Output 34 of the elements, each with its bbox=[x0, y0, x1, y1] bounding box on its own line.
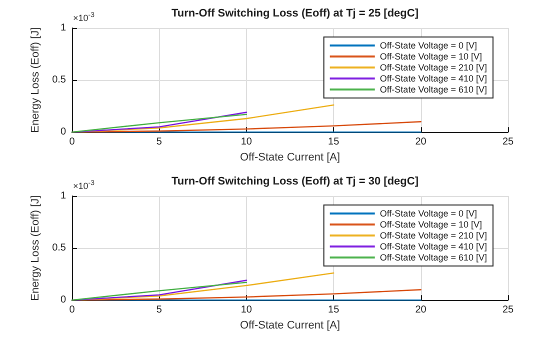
legend-label: Off-State Voltage = 210 [V] bbox=[380, 230, 487, 240]
legend-label: Off-State Voltage = 10 [V] bbox=[380, 220, 482, 230]
y-tick-label: 0.5 bbox=[52, 242, 66, 254]
legend-label: Off-State Voltage = 0 [V] bbox=[380, 208, 477, 218]
chart-title: Turn-Off Switching Loss (Eoff) at Tj = 25 [degC] bbox=[172, 8, 419, 20]
y-axis-title: Energy Loss (Eoff) [J] bbox=[30, 27, 42, 133]
legend-label: Off-State Voltage = 0 [V] bbox=[380, 40, 477, 50]
x-tick-label: 25 bbox=[502, 136, 514, 148]
x-tick-label: 0 bbox=[69, 304, 76, 316]
legend-label: Off-State Voltage = 410 [V] bbox=[380, 74, 487, 84]
x-tick-label: 25 bbox=[502, 304, 514, 316]
x-tick-label: 10 bbox=[240, 304, 252, 316]
legend-label: Off-State Voltage = 210 [V] bbox=[380, 62, 487, 72]
x-tick-label: 5 bbox=[156, 136, 162, 148]
x-axis-title: Off-State Current [A] bbox=[240, 320, 340, 332]
x-axis-title: Off-State Current [A] bbox=[240, 152, 340, 164]
y-tick-label: 1 bbox=[60, 190, 66, 202]
x-tick-label: 5 bbox=[156, 304, 162, 316]
x-tick-label: 15 bbox=[328, 136, 340, 148]
y-tick-label: 0 bbox=[60, 126, 66, 138]
y-tick-label: 1 bbox=[60, 22, 66, 34]
legend-label: Off-State Voltage = 610 [V] bbox=[380, 252, 487, 262]
y-tick-label: 0.5 bbox=[52, 74, 66, 86]
chart-title: Turn-Off Switching Loss (Eoff) at Tj = 30 [degC] bbox=[172, 176, 419, 188]
x-tick-label: 20 bbox=[415, 304, 427, 316]
y-axis-title: Energy Loss (Eoff) [J] bbox=[30, 195, 42, 301]
legend-label: Off-State Voltage = 410 [V] bbox=[380, 242, 487, 252]
legend-label: Off-State Voltage = 10 [V] bbox=[380, 52, 482, 62]
x-tick-label: 10 bbox=[240, 136, 252, 148]
x-tick-label: 0 bbox=[69, 136, 76, 148]
x-tick-label: 20 bbox=[415, 136, 427, 148]
x-tick-label: 15 bbox=[328, 304, 340, 316]
y-tick-label: 0 bbox=[60, 294, 66, 306]
legend-label: Off-State Voltage = 610 [V] bbox=[380, 84, 487, 94]
